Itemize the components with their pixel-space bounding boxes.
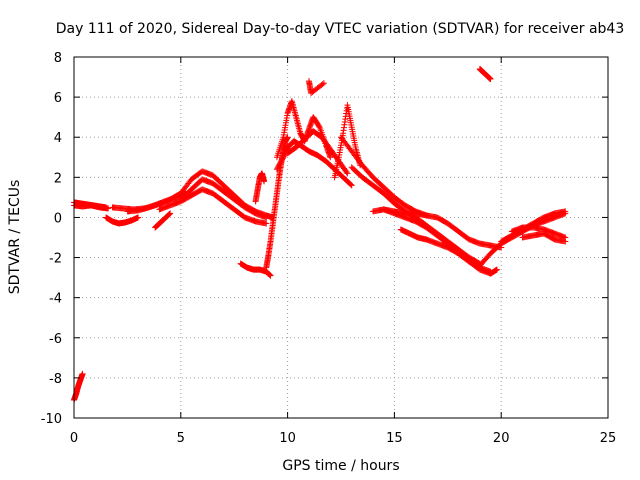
y-tick-labels: -10 -8 -6 -4 -2 0 2 4 6 8 bbox=[41, 51, 62, 427]
x-tick-label: 5 bbox=[177, 431, 185, 446]
series-arc-recover-d bbox=[519, 230, 569, 245]
data-point bbox=[487, 76, 494, 83]
series-arc-sharp bbox=[331, 102, 364, 181]
series-arc-low-mid bbox=[397, 226, 494, 275]
data-point bbox=[167, 210, 174, 217]
data-point bbox=[263, 220, 270, 227]
data-point bbox=[562, 208, 569, 215]
y-tick-label: 8 bbox=[54, 51, 62, 66]
data-point bbox=[562, 238, 569, 245]
x-tick-labels: 0 5 10 15 20 25 bbox=[70, 431, 616, 446]
data-point bbox=[105, 205, 112, 212]
x-axis-title: GPS time / hours bbox=[282, 458, 399, 474]
data-point bbox=[79, 370, 86, 377]
y-tick-label: 0 bbox=[54, 211, 62, 226]
data-point bbox=[320, 80, 327, 87]
x-tick-label: 25 bbox=[600, 431, 617, 446]
x-tick-label: 10 bbox=[279, 431, 296, 446]
series-arc-recover-c bbox=[508, 224, 569, 241]
ticks-layer bbox=[73, 56, 609, 419]
data-point bbox=[344, 170, 351, 177]
data-point bbox=[263, 214, 270, 221]
series-arc-rise-b bbox=[156, 186, 270, 227]
chart-title: Day 111 of 2020, Sidereal Day-to-day VTE… bbox=[56, 21, 625, 37]
x-tick-label: 0 bbox=[70, 431, 78, 446]
series-arc-early-b bbox=[71, 202, 112, 212]
series-arc-hump bbox=[177, 176, 270, 221]
y-axis-title: SDTVAR / TECUs bbox=[7, 180, 23, 295]
series-arc-desc-a bbox=[338, 134, 430, 219]
data-point bbox=[261, 178, 268, 185]
series-arc-neg-tail bbox=[237, 260, 274, 279]
data-point bbox=[315, 123, 322, 130]
plot-frame bbox=[73, 56, 609, 419]
data-point bbox=[327, 154, 334, 161]
grid-layer bbox=[74, 57, 608, 418]
data-point bbox=[165, 211, 172, 218]
data-point bbox=[135, 214, 142, 221]
y-tick-label: -8 bbox=[49, 372, 62, 387]
data-point bbox=[343, 169, 350, 176]
series-arc-high-right bbox=[476, 66, 494, 83]
series-arc-dip-b bbox=[152, 210, 174, 231]
y-tick-label: 4 bbox=[54, 131, 62, 146]
y-tick-label: 2 bbox=[54, 171, 62, 186]
series-arc-start-low bbox=[71, 370, 86, 403]
y-tick-label: 6 bbox=[54, 91, 62, 106]
points-layer bbox=[71, 66, 569, 403]
y-tick-label: -10 bbox=[41, 412, 62, 427]
series-arc-outliers bbox=[305, 78, 327, 97]
y-tick-label: -4 bbox=[49, 292, 62, 307]
data-point bbox=[347, 181, 354, 188]
x-tick-label: 15 bbox=[386, 431, 403, 446]
series-arc-flat-mid bbox=[370, 206, 505, 251]
series-arc-rise-a bbox=[124, 168, 276, 221]
data-point bbox=[267, 272, 274, 279]
data-point bbox=[487, 268, 494, 275]
y-tick-label: -6 bbox=[49, 332, 62, 347]
y-tick-label: -2 bbox=[49, 252, 62, 267]
data-point bbox=[493, 266, 500, 273]
data-point bbox=[348, 182, 355, 189]
x-tick-label: 20 bbox=[493, 431, 510, 446]
data-point bbox=[166, 211, 173, 218]
data-point bbox=[319, 81, 326, 88]
series-arc-spike bbox=[252, 170, 268, 205]
series-arc-dip bbox=[103, 214, 142, 227]
